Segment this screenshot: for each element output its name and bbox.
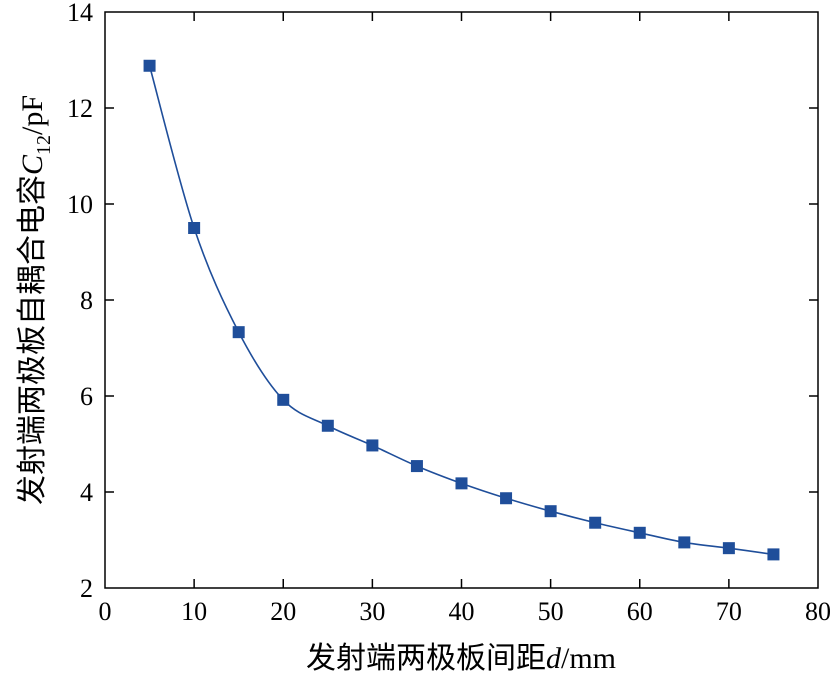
x-tick-label: 50 bbox=[538, 597, 564, 626]
x-tick-label: 10 bbox=[181, 597, 207, 626]
data-point-marker bbox=[678, 536, 691, 549]
data-point-marker bbox=[410, 460, 423, 473]
y-axis-label: 发射端两极板自耦合电容C12/pF bbox=[16, 95, 55, 505]
y-tick-label: 14 bbox=[67, 0, 93, 27]
x-tick-label: 30 bbox=[359, 597, 385, 626]
data-point-marker bbox=[767, 548, 780, 561]
x-tick-label: 0 bbox=[99, 597, 112, 626]
y-tick-label: 2 bbox=[80, 574, 93, 603]
axis-ticks bbox=[105, 12, 818, 588]
data-series bbox=[143, 59, 780, 561]
data-point-marker bbox=[188, 222, 201, 234]
data-point-marker bbox=[455, 477, 468, 490]
y-tick-label: 10 bbox=[67, 190, 93, 219]
x-tick-label: 40 bbox=[449, 597, 475, 626]
data-point-marker bbox=[143, 59, 156, 72]
y-axis-label-prefix: 发射端两极板自耦合电容 bbox=[16, 175, 49, 505]
data-point-marker bbox=[232, 326, 245, 339]
y-axis-label-unit: /pF bbox=[16, 95, 49, 135]
x-axis-label: 发射端两极板间距d/mm bbox=[306, 642, 616, 675]
data-point-marker bbox=[277, 393, 290, 406]
x-tick-label: 80 bbox=[805, 597, 831, 626]
y-tick-label: 8 bbox=[80, 286, 93, 315]
y-tick-label: 6 bbox=[80, 382, 93, 411]
data-point-marker bbox=[321, 419, 334, 432]
data-point-marker bbox=[544, 505, 557, 518]
y-axis-label-subscript: 12 bbox=[33, 135, 55, 155]
y-tick-label: 12 bbox=[67, 94, 93, 123]
x-axis-label-variable: d bbox=[546, 642, 562, 675]
data-point-marker bbox=[722, 542, 735, 555]
axis-tick-labels: 0 10 20 30 40 50 60 70 80 2 4 6 8 10 12 14 bbox=[67, 0, 831, 626]
x-tick-label: 70 bbox=[716, 597, 742, 626]
data-point-marker bbox=[366, 439, 379, 452]
x-axis-label-unit: /mm bbox=[561, 642, 616, 675]
y-axis-label-variable: C bbox=[16, 154, 49, 175]
series-line bbox=[148, 65, 774, 556]
x-tick-label: 60 bbox=[627, 597, 653, 626]
data-point-marker bbox=[589, 516, 602, 529]
plot-frame bbox=[104, 11, 819, 589]
x-axis-label-prefix: 发射端两极板间距 bbox=[306, 642, 546, 675]
data-point-marker bbox=[500, 492, 513, 505]
x-tick-label: 20 bbox=[270, 597, 296, 626]
data-point-marker bbox=[633, 526, 646, 539]
y-tick-label: 4 bbox=[80, 478, 93, 507]
